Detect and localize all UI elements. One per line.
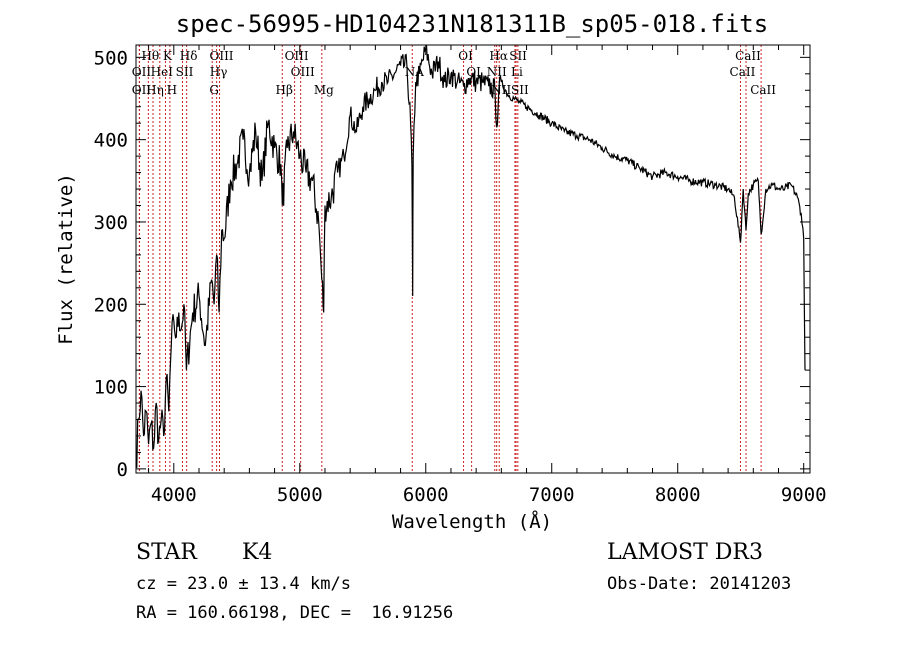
spectral-line-label: Hα	[489, 49, 508, 63]
spectral-line-label: G	[209, 83, 219, 97]
chart-title: spec-56995-HD104231N181311B_sp05-018.fit…	[176, 10, 768, 38]
survey-name: LAMOST DR3	[607, 540, 763, 565]
spectral-line-label: Hβ	[276, 83, 293, 97]
spectral-line-label: CaII	[750, 83, 776, 97]
spectral-line-label: Hγ	[210, 65, 228, 79]
spectral-line-label: HeI	[151, 65, 174, 79]
coordinates: RA = 160.66198, DEC = 16.91256	[136, 603, 454, 623]
y-axis-label: Flux (relative)	[55, 173, 77, 345]
spectral-line-label: Hθ	[141, 49, 159, 63]
spectral-line-label: Hη	[146, 83, 164, 97]
x-tick-label: 9000	[781, 484, 827, 506]
y-axis-ticks: 0 100 200 300 400 500	[94, 47, 810, 481]
object-class: STAR	[136, 540, 197, 565]
y-tick-label: 400	[94, 130, 128, 152]
spectral-line-label: H	[167, 83, 177, 97]
spectral-line-label: NII	[487, 65, 507, 79]
spectral-line-label: CaII	[730, 65, 756, 79]
spectral-line-label: SII	[511, 83, 529, 97]
spectral-line-label: OII	[132, 83, 152, 97]
spectral-line-label: OIII	[291, 65, 315, 79]
x-tick-label: 6000	[403, 484, 449, 506]
y-tick-label: 300	[94, 212, 128, 234]
obs-date: Obs-Date: 20141203	[607, 574, 792, 594]
spectral-line-label: SII	[176, 65, 194, 79]
spectral-line-label: OI	[458, 49, 473, 63]
spectral-line-label: OIII	[285, 49, 309, 63]
x-tick-label: 7000	[529, 484, 575, 506]
plot-frame	[135, 44, 811, 474]
spectral-line-label: Hδ	[180, 49, 198, 63]
y-tick-label: 100	[94, 377, 128, 399]
x-tick-label: 5000	[277, 484, 323, 506]
object-subclass: K4	[242, 540, 273, 565]
spectrum-line	[135, 44, 806, 468]
spectral-line-label: OII	[132, 65, 152, 79]
redshift-value: cz = 23.0 ± 13.4 km/s	[136, 574, 351, 594]
spectral-line-label: Mg	[314, 83, 334, 97]
spectral-line-markers	[138, 45, 762, 473]
spectral-line-label: SII	[509, 49, 527, 63]
x-axis-ticks: 4000 5000 6000 7000 8000 9000	[148, 45, 827, 506]
y-tick-label: 0	[117, 459, 128, 481]
spectral-line-label: CaII	[735, 49, 761, 63]
x-axis-label: Wavelength (Å)	[392, 510, 552, 533]
y-tick-label: 500	[94, 47, 128, 69]
spectral-line-label: OI	[466, 65, 481, 79]
y-tick-label: 200	[94, 294, 128, 316]
x-tick-label: 8000	[655, 484, 701, 506]
x-tick-label: 4000	[151, 484, 197, 506]
spectral-line-label: OIII	[209, 49, 233, 63]
spectral-line-label: K	[163, 49, 173, 63]
spectral-line-label: Li	[511, 65, 523, 79]
